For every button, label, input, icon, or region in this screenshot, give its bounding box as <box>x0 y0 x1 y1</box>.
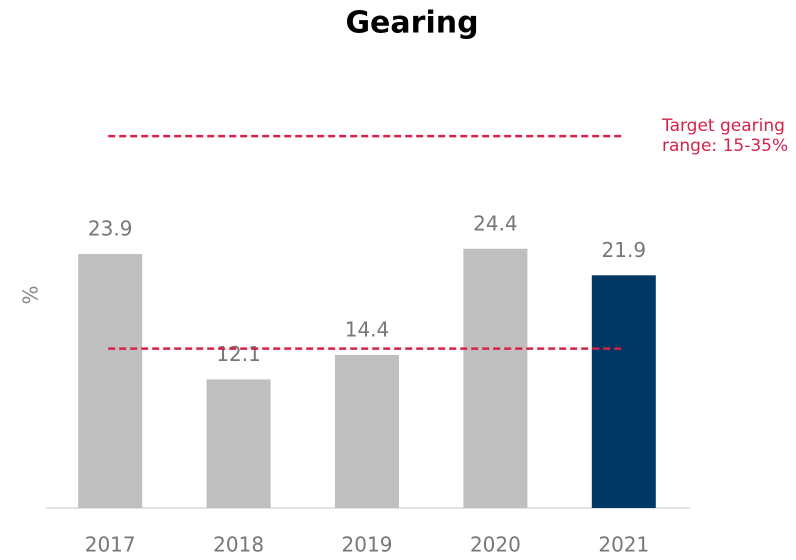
x-tick-label: 2017 <box>85 533 136 557</box>
x-tick-label: 2018 <box>213 533 264 557</box>
value-label: 21.9 <box>602 238 647 262</box>
annotation: range: 15-35% <box>662 136 788 156</box>
bar <box>335 355 399 508</box>
x-tick-label: 2020 <box>470 533 521 557</box>
value-label: 14.4 <box>345 318 390 342</box>
value-label: 24.4 <box>473 211 518 235</box>
bar <box>78 254 143 508</box>
bar <box>463 248 528 508</box>
x-tick-label: 2019 <box>342 533 393 557</box>
x-tick-label: 2021 <box>598 533 649 557</box>
value-label: 23.9 <box>88 217 133 241</box>
y-axis-label: % <box>19 285 43 304</box>
chart-title: Gearing <box>345 6 478 41</box>
value-label: 12.1 <box>216 342 261 366</box>
bar <box>206 379 271 508</box>
bar <box>591 275 656 508</box>
annotation: Target gearing <box>661 116 785 136</box>
